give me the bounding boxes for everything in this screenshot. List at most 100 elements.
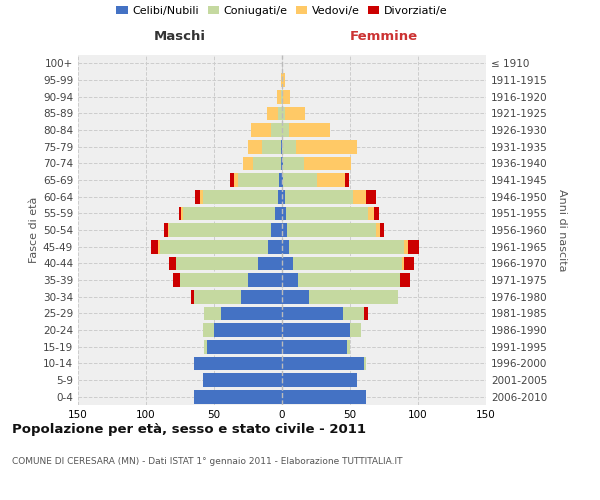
Bar xyxy=(293,256,401,270)
Bar xyxy=(285,190,353,203)
Bar xyxy=(214,323,282,337)
Bar xyxy=(367,190,376,203)
Bar xyxy=(282,173,283,187)
Bar xyxy=(380,223,384,237)
Bar xyxy=(350,323,361,337)
Bar xyxy=(268,240,282,254)
Bar xyxy=(267,106,278,120)
Bar xyxy=(282,373,357,387)
Bar xyxy=(248,140,262,153)
Legend: Celibi/Nubili, Coniugati/e, Vedovi/e, Divorziati/e: Celibi/Nubili, Coniugati/e, Vedovi/e, Di… xyxy=(116,6,448,16)
Bar xyxy=(343,306,364,320)
Bar xyxy=(283,173,317,187)
Bar xyxy=(283,90,290,104)
Bar xyxy=(282,156,283,170)
Bar xyxy=(368,206,374,220)
Bar xyxy=(257,256,282,270)
Bar xyxy=(282,323,350,337)
Bar xyxy=(289,240,404,254)
Bar xyxy=(238,173,279,187)
Bar xyxy=(221,306,282,320)
Bar xyxy=(282,340,347,353)
Bar xyxy=(347,340,350,353)
Bar xyxy=(282,240,289,254)
Bar xyxy=(353,190,367,203)
Bar xyxy=(282,306,343,320)
Bar xyxy=(151,240,158,254)
Text: Femmine: Femmine xyxy=(350,30,418,44)
Bar xyxy=(179,206,181,220)
Bar xyxy=(404,256,414,270)
Bar xyxy=(271,123,282,137)
Bar xyxy=(374,206,379,220)
Bar xyxy=(195,190,200,203)
Y-axis label: Fasce di età: Fasce di età xyxy=(29,197,39,263)
Bar xyxy=(279,173,282,187)
Bar xyxy=(376,223,380,237)
Bar xyxy=(282,390,367,404)
Bar xyxy=(404,240,409,254)
Bar xyxy=(287,223,376,237)
Bar xyxy=(194,390,282,404)
Bar xyxy=(235,173,238,187)
Bar xyxy=(364,356,367,370)
Bar xyxy=(169,223,271,237)
Text: Popolazione per età, sesso e stato civile - 2011: Popolazione per età, sesso e stato civil… xyxy=(12,422,366,436)
Bar xyxy=(160,240,268,254)
Bar xyxy=(194,356,282,370)
Bar xyxy=(282,190,285,203)
Bar xyxy=(183,206,275,220)
Text: Maschi: Maschi xyxy=(154,30,206,44)
Bar xyxy=(158,240,160,254)
Bar xyxy=(181,206,183,220)
Bar xyxy=(282,290,309,304)
Bar xyxy=(253,156,281,170)
Bar xyxy=(242,156,253,170)
Bar xyxy=(251,123,271,137)
Bar xyxy=(286,206,368,220)
Bar xyxy=(248,273,282,287)
Bar xyxy=(281,140,282,153)
Bar xyxy=(205,340,207,353)
Bar xyxy=(203,323,214,337)
Bar xyxy=(169,256,176,270)
Bar xyxy=(275,206,282,220)
Bar xyxy=(207,340,282,353)
Bar xyxy=(285,106,305,120)
Bar xyxy=(205,306,221,320)
Y-axis label: Anni di nascita: Anni di nascita xyxy=(557,188,567,271)
Bar xyxy=(262,140,281,153)
Bar xyxy=(191,290,194,304)
Bar xyxy=(304,156,352,170)
Bar xyxy=(282,206,286,220)
Bar xyxy=(176,256,257,270)
Bar xyxy=(241,290,282,304)
Bar xyxy=(282,140,296,153)
Bar xyxy=(278,190,282,203)
Bar xyxy=(281,73,282,87)
Bar xyxy=(168,223,169,237)
Bar xyxy=(409,240,419,254)
Bar xyxy=(282,223,287,237)
Bar xyxy=(281,156,282,170)
Bar xyxy=(283,156,304,170)
Bar xyxy=(344,173,349,187)
Bar xyxy=(296,140,357,153)
Bar xyxy=(173,273,180,287)
Bar xyxy=(298,273,400,287)
Bar xyxy=(282,123,289,137)
Bar xyxy=(278,106,282,120)
Bar xyxy=(282,356,364,370)
Bar xyxy=(401,256,404,270)
Bar xyxy=(282,256,293,270)
Bar xyxy=(203,373,282,387)
Bar xyxy=(203,190,278,203)
Bar xyxy=(309,290,398,304)
Bar xyxy=(317,173,344,187)
Bar xyxy=(277,90,281,104)
Bar xyxy=(282,90,283,104)
Bar xyxy=(230,173,235,187)
Bar xyxy=(200,190,203,203)
Bar xyxy=(282,273,298,287)
Bar xyxy=(282,73,285,87)
